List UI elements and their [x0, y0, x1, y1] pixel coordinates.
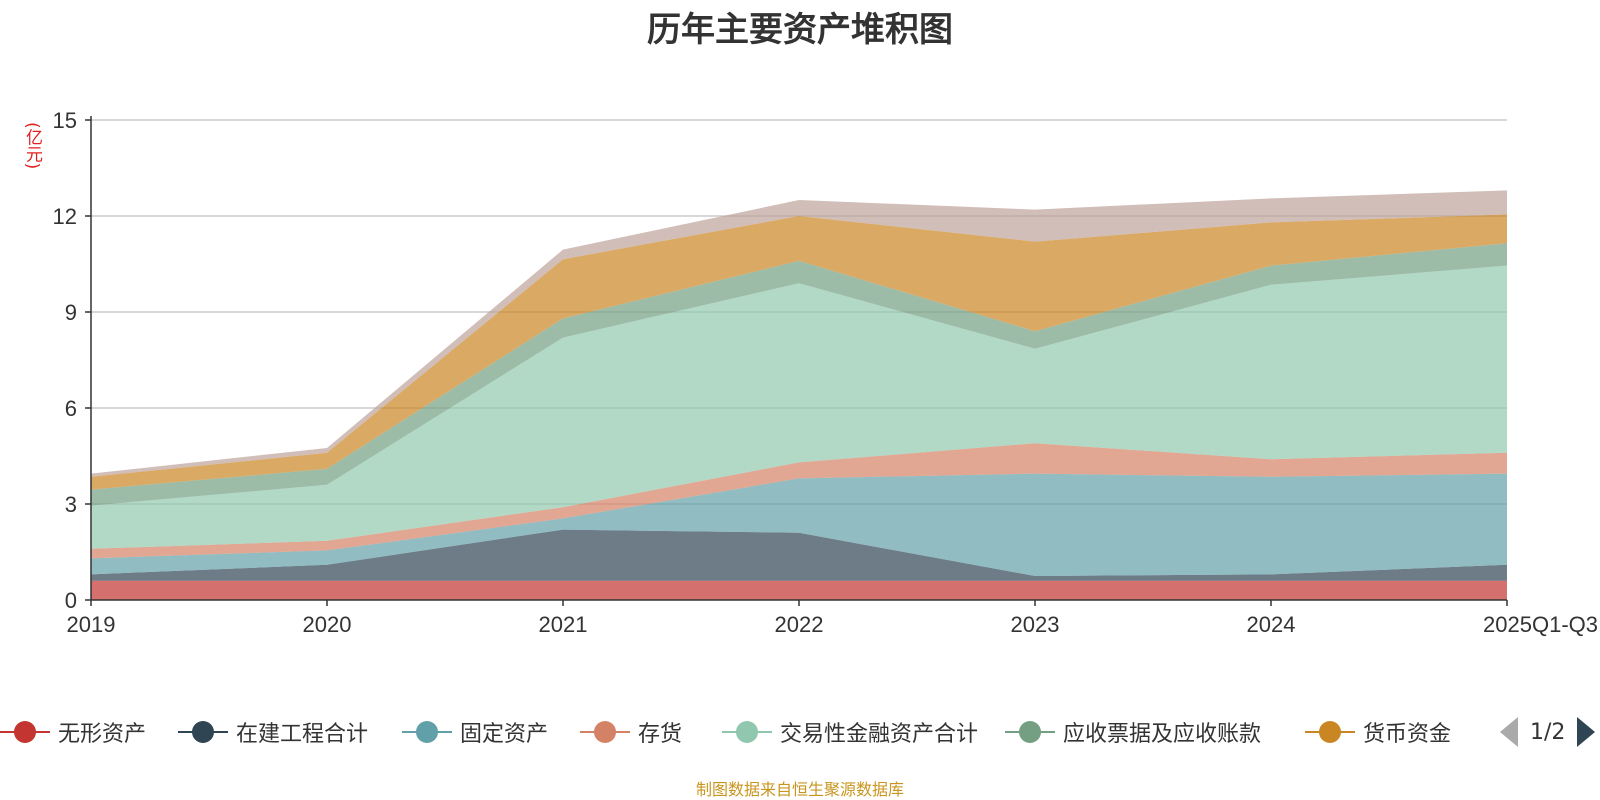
- legend-item[interactable]: 无形资产: [0, 712, 146, 752]
- stacked-areas: [91, 190, 1507, 600]
- legend-item[interactable]: 应收票据及应收账款: [1005, 712, 1261, 752]
- y-tick-label: 6: [65, 396, 77, 421]
- area-series-2[interactable]: [91, 473, 1507, 576]
- legend-item[interactable]: 固定资产: [402, 712, 548, 752]
- legend-label: 存货: [638, 722, 683, 747]
- legend-next-icon[interactable]: [1577, 717, 1596, 747]
- y-axis-unit-label: (亿元): [22, 122, 42, 170]
- legend-marker-icon: [580, 717, 630, 747]
- chart-title: 历年主要资产堆积图: [647, 10, 953, 50]
- legend-marker-icon: [178, 717, 228, 747]
- legend-marker-icon: [402, 717, 452, 747]
- legend-page-indicator: 1/2: [1530, 719, 1566, 745]
- legend: 无形资产 在建工程合计 固定资产 存货 交易性金融资产合计 应收票据及应收账款 货币资金: [0, 712, 1600, 752]
- x-tick-label: 2020: [303, 612, 352, 637]
- legend-label: 固定资产: [460, 722, 549, 747]
- area-series-1[interactable]: [91, 529, 1507, 581]
- legend-marker-icon: [1305, 717, 1355, 747]
- legend-marker-icon: [722, 717, 772, 747]
- legend-marker-icon: [1005, 717, 1055, 747]
- y-tick-label: 0: [65, 588, 77, 613]
- legend-item[interactable]: 货币资金: [1305, 712, 1451, 752]
- data-source-note: 制图数据来自恒生聚源数据库: [695, 780, 904, 799]
- area-series-7[interactable]: [91, 190, 1507, 477]
- legend-item[interactable]: 在建工程合计: [178, 712, 368, 752]
- x-tick-label: 2019: [67, 612, 116, 637]
- y-tick-label: 3: [65, 492, 77, 517]
- area-series-3[interactable]: [91, 443, 1507, 559]
- area-series-5[interactable]: [91, 243, 1507, 506]
- area-series-4[interactable]: [91, 265, 1507, 549]
- legend-label: 交易性金融资产合计: [780, 722, 979, 747]
- legend-item[interactable]: 存货: [580, 712, 682, 752]
- legend-prev-icon[interactable]: [1500, 717, 1518, 747]
- legend-label: 无形资产: [58, 722, 147, 747]
- x-tick-label: 2025Q1-Q3: [1483, 612, 1598, 637]
- area-series-6[interactable]: [91, 214, 1507, 490]
- legend-marker-icon: [0, 717, 50, 747]
- y-tick-label: 12: [53, 204, 77, 229]
- legend-label: 在建工程合计: [236, 722, 369, 747]
- x-tick-label: 2022: [775, 612, 824, 637]
- legend-pager: 1/2: [1500, 712, 1596, 752]
- area-series-0[interactable]: [91, 580, 1507, 600]
- legend-label: 应收票据及应收账款: [1063, 722, 1262, 747]
- y-tick-label: 15: [53, 108, 77, 133]
- x-tick-label: 2021: [539, 612, 588, 637]
- y-tick-label: 9: [65, 300, 77, 325]
- axes: 0 3 6 9 12 15 2019 2020 2021 2022 2023 2024 2025Q1-Q…: [53, 108, 1598, 637]
- x-tick-label: 2023: [1011, 612, 1060, 637]
- legend-item[interactable]: 交易性金融资产合计: [722, 712, 978, 752]
- legend-label: 货币资金: [1363, 722, 1452, 747]
- x-tick-label: 2024: [1247, 612, 1296, 637]
